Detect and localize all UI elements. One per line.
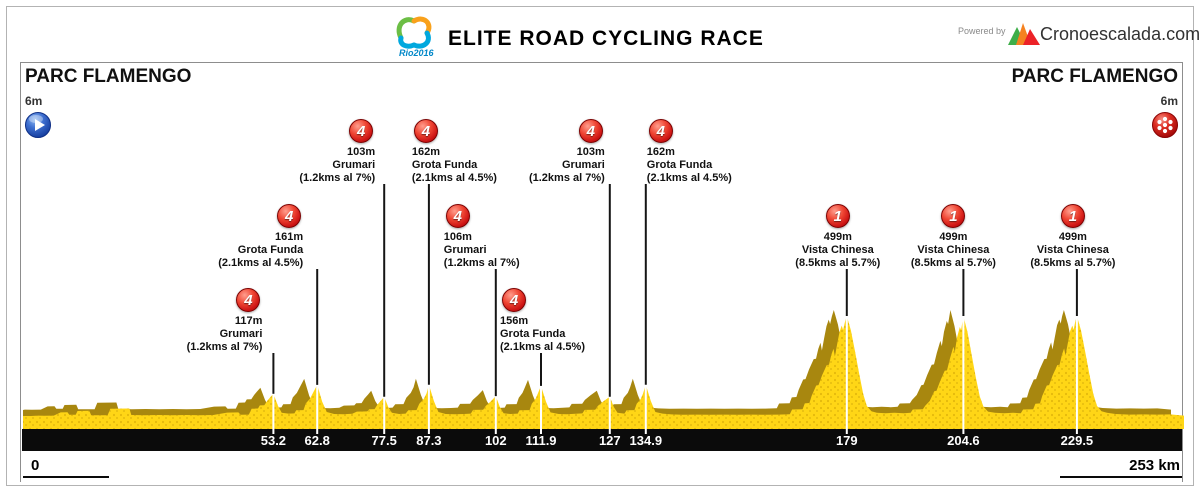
category-badge: 4 (349, 119, 374, 143)
category-badge: 4 (578, 119, 603, 143)
elevation-profile-chart: PARC FLAMENGO 6m PARC FLAMENGO 6m (20, 62, 1184, 482)
climb-label: 103m Grumari (1.2kms al 7%) (405, 146, 605, 185)
km-axis-bar (22, 429, 1182, 451)
climb-height: 156m (500, 315, 529, 327)
climb-gradient: (2.1kms al 4.5%) (646, 172, 732, 184)
start-elevation-label: 6m (25, 94, 43, 108)
climb-gradient: (1.2kms al 7%) (299, 172, 376, 184)
km-tick-label: 62.8 (305, 433, 330, 448)
km-tick-label: 111.9 (525, 433, 556, 448)
category-number: 4 (285, 207, 294, 225)
rio-logo-text: Rio2016 (399, 48, 435, 58)
climb-label: 106m Grumari (1.2kms al 7%) (444, 231, 644, 270)
climb-height: 162m (646, 146, 675, 158)
climb-label: 499m Vista Chinesa (8.5kms al 5.7%) (973, 231, 1173, 270)
category-number: 1 (1068, 207, 1078, 225)
cronoescalada-logo-icon (1008, 21, 1040, 50)
km-tick-label: 204.6 (947, 433, 980, 448)
category-number: 1 (833, 207, 842, 225)
climb-name: Grumari (332, 159, 376, 171)
km-tick-label: 102 (485, 433, 507, 448)
km-tick-label: 134.9 (630, 433, 663, 448)
climb-height: 117m (234, 315, 263, 327)
start-play-icon[interactable] (24, 111, 52, 144)
climb-label: 117m Grumari (1.2kms al 7%) (62, 315, 263, 354)
axis-end-label: 253 km (1060, 455, 1182, 478)
climb-gradient: (1.2kms al 7%) (443, 257, 520, 269)
climb-name: Grumari (562, 159, 605, 171)
climb-label: 162m Grota Funda (2.1kms al 4.5%) (647, 146, 847, 185)
page-title: ELITE ROAD CYCLING RACE (448, 27, 764, 50)
climb-label: 499m Vista Chinesa (8.5kms al 5.7%) (853, 231, 1053, 270)
climb-name: Vista Chinesa (1036, 244, 1109, 256)
climb-gradient: (2.1kms al 4.5%) (411, 172, 497, 184)
climb-height: 161m (275, 231, 304, 243)
category-badge: 1 (941, 204, 966, 228)
profile-plot: 53.2 62.8 77.5 87.3 102 111.9 127 134.9 179 204.6… (21, 63, 1184, 455)
climb-markers-layer: 4 117m Grumari (1.2kms al 7%) 4 161m Grota Fun… (21, 63, 1184, 455)
climb-gradient: (2.1kms al 4.5%) (218, 257, 304, 269)
category-number: 4 (357, 122, 366, 140)
km-tick-label: 87.3 (416, 433, 441, 448)
profile-texture (23, 316, 1184, 429)
finish-location-label: PARC FLAMENGO (1011, 66, 1178, 87)
category-badge: 4 (277, 204, 302, 228)
climb-label: 162m Grota Funda (2.1kms al 4.5%) (412, 146, 612, 185)
climb-label: 161m Grota Funda (2.1kms al 4.5%) (103, 231, 303, 270)
climb-height: 103m (347, 146, 376, 158)
climb-height: 499m (1058, 231, 1087, 243)
category-number: 4 (509, 291, 519, 309)
climb-gradient: (8.5kms al 5.7%) (910, 257, 996, 269)
category-number: 4 (586, 122, 595, 140)
category-number: 4 (656, 122, 665, 140)
category-badge: 1 (1060, 204, 1085, 228)
climb-name: Vista Chinesa (801, 244, 874, 256)
category-badge: 4 (236, 288, 261, 312)
climb-gradient: (2.1kms al 4.5%) (500, 341, 585, 353)
km-tick-label: 127 (599, 433, 621, 448)
axis-start-label: 0 (23, 455, 109, 478)
finish-elevation-label: 6m (1160, 94, 1178, 108)
climb-height: 106m (443, 231, 472, 243)
category-number: 4 (453, 207, 462, 225)
category-badge: 4 (502, 288, 526, 312)
km-tick-label: 179 (836, 433, 858, 448)
climb-label: 156m Grota Funda (2.1kms al 4.5%) (500, 315, 700, 354)
climb-height: 499m (939, 231, 968, 243)
climb-name: Grota Funda (237, 244, 304, 256)
climb-height: 162m (411, 146, 441, 158)
category-badge: 4 (413, 119, 438, 143)
climb-name: Grota Funda (411, 159, 478, 171)
category-number: 4 (244, 291, 253, 309)
climb-gradient: (8.5kms al 5.7%) (795, 257, 881, 269)
category-number: 4 (421, 122, 431, 140)
climb-gradient: (1.2kms al 7%) (528, 172, 605, 184)
climb-height: 499m (823, 231, 852, 243)
powered-by-label: Powered by (958, 26, 1006, 36)
climb-name: Grumari (219, 328, 263, 340)
climb-name: Vista Chinesa (917, 244, 990, 256)
category-badge: 4 (445, 204, 470, 228)
km-tick-label: 77.5 (372, 433, 397, 448)
start-location-label: PARC FLAMENGO (25, 66, 192, 87)
rio-2016-logo-icon: Rio2016 (396, 16, 435, 58)
climb-name: Grumari (443, 244, 487, 256)
climb-height: 103m (576, 146, 605, 158)
km-tick-label: 229.5 (1061, 433, 1094, 448)
rio-2016-logo: Rio2016 (390, 12, 436, 63)
finish-checkered-icon (1151, 111, 1179, 144)
category-badge: 4 (648, 119, 673, 143)
km-tick-label: 53.2 (261, 433, 286, 448)
climb-gradient: (8.5kms al 5.7%) (1030, 257, 1116, 269)
category-number: 1 (949, 207, 958, 225)
category-badge: 1 (825, 204, 850, 228)
climb-gradient: (1.2kms al 7%) (186, 341, 263, 353)
climb-label: 499m Vista Chinesa (8.5kms al 5.7%) (738, 231, 938, 270)
brand-link[interactable]: Cronoescalada.com (1040, 24, 1200, 44)
climb-name: Grota Funda (646, 159, 713, 171)
climb-name: Grota Funda (500, 328, 566, 340)
climb-label: 103m Grumari (1.2kms al 7%) (175, 146, 375, 185)
